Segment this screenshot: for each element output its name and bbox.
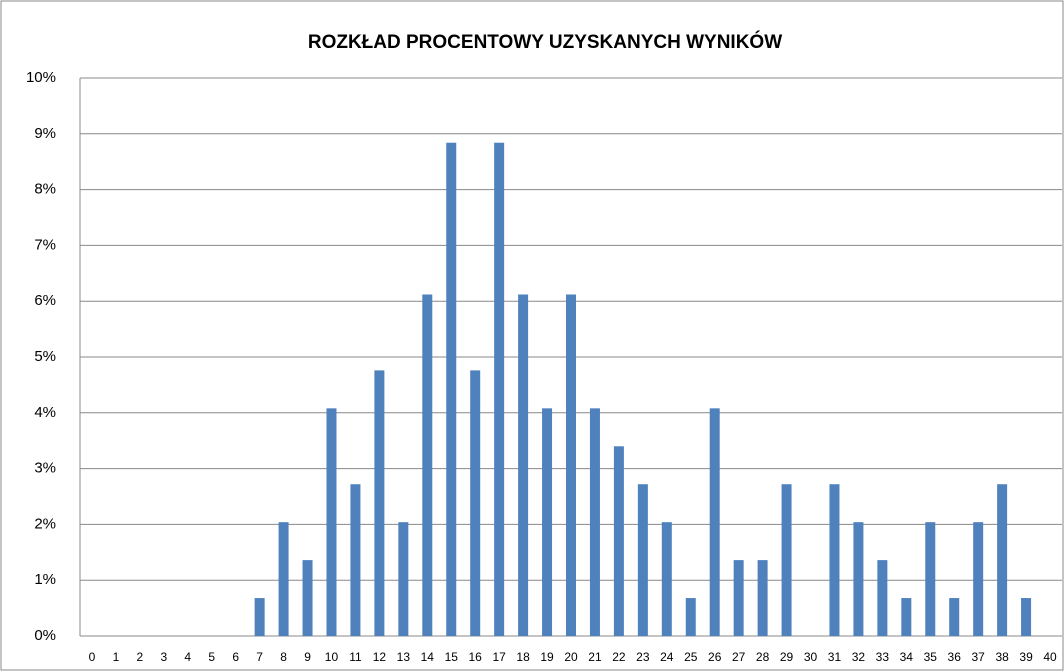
x-tick-label: 36 (948, 650, 962, 664)
x-tick-label: 40 (1043, 650, 1057, 664)
bar (542, 408, 553, 636)
x-tick-label: 5 (208, 650, 215, 664)
bar (997, 484, 1008, 636)
x-tick-label: 31 (828, 650, 842, 664)
x-tick-label: 25 (684, 650, 698, 664)
y-tick-label: 0% (34, 627, 56, 644)
bar (925, 522, 936, 636)
x-tick-label: 9 (304, 650, 311, 664)
x-tick-label: 2 (137, 650, 144, 664)
bar (685, 598, 696, 636)
bar (949, 598, 960, 636)
x-tick-label: 33 (876, 650, 890, 664)
x-tick-label: 27 (732, 650, 746, 664)
bar (661, 522, 672, 636)
bar (254, 598, 265, 636)
x-tick-label: 15 (445, 650, 459, 664)
x-tick-label: 37 (971, 650, 985, 664)
y-tick-label: 1% (34, 571, 56, 588)
bar (566, 294, 576, 636)
x-tick-label: 11 (349, 650, 362, 664)
bar (494, 142, 505, 636)
x-tick-label: 7 (256, 650, 263, 664)
x-tick-label: 32 (852, 650, 866, 664)
bar (350, 484, 361, 636)
bar (518, 294, 529, 636)
x-tick-label: 0 (89, 650, 96, 664)
y-tick-label: 8% (34, 181, 56, 198)
y-tick-label: 9% (34, 125, 56, 142)
x-tick-label: 3 (160, 650, 167, 664)
bar (853, 522, 864, 636)
x-tick-label: 26 (708, 650, 722, 664)
bar (446, 142, 457, 636)
y-tick-label: 7% (34, 236, 56, 253)
x-tick-label: 35 (924, 650, 938, 664)
x-tick-label: 17 (492, 650, 506, 664)
bar (326, 408, 337, 636)
x-tick-label: 34 (900, 650, 914, 664)
x-tick-label: 4 (184, 650, 191, 664)
bar (589, 408, 600, 636)
chart-title: ROZKŁAD PROCENTOWY UZYSKANYCH WYNIKÓW (308, 31, 782, 53)
x-tick-label: 20 (564, 650, 578, 664)
x-tick-label: 29 (780, 650, 794, 664)
x-tick-label: 10 (325, 650, 339, 664)
x-tick-label: 19 (540, 650, 554, 664)
bar (302, 560, 313, 636)
bar (374, 370, 385, 636)
x-tick-label: 23 (636, 650, 650, 664)
bar (877, 560, 888, 636)
y-tick-label: 4% (34, 404, 56, 421)
bar (470, 370, 481, 636)
x-tick-label: 22 (612, 650, 626, 664)
x-tick-label: 18 (516, 650, 530, 664)
x-tick-label: 1 (113, 650, 120, 664)
bar (398, 522, 409, 636)
x-tick-label: 21 (588, 650, 602, 664)
x-tick-label: 14 (421, 650, 435, 664)
x-tick-label: 24 (660, 650, 674, 664)
y-tick-label: 2% (34, 515, 56, 532)
y-tick-label: 5% (34, 348, 56, 365)
x-tick-label: 8 (280, 650, 287, 664)
bar (637, 484, 648, 636)
y-tick-label: 10% (26, 69, 56, 86)
bar (901, 598, 912, 636)
x-tick-label: 12 (373, 650, 387, 664)
bar (757, 560, 768, 636)
bar (733, 560, 744, 636)
y-tick-label: 3% (34, 460, 56, 477)
bar (1021, 598, 1032, 636)
bar (422, 294, 433, 636)
x-tick-label: 28 (756, 650, 770, 664)
x-tick-label: 30 (804, 650, 818, 664)
y-tick-label: 6% (34, 292, 56, 309)
x-tick-label: 13 (397, 650, 411, 664)
x-tick-label: 16 (469, 650, 483, 664)
x-tick-label: 6 (232, 650, 239, 664)
x-tick-label: 39 (1019, 650, 1033, 664)
bar (973, 522, 984, 636)
x-tick-label: 38 (995, 650, 1009, 664)
bar (709, 408, 720, 636)
bar (278, 522, 289, 636)
bar (781, 484, 792, 636)
bar (829, 484, 840, 636)
bar (613, 446, 624, 636)
